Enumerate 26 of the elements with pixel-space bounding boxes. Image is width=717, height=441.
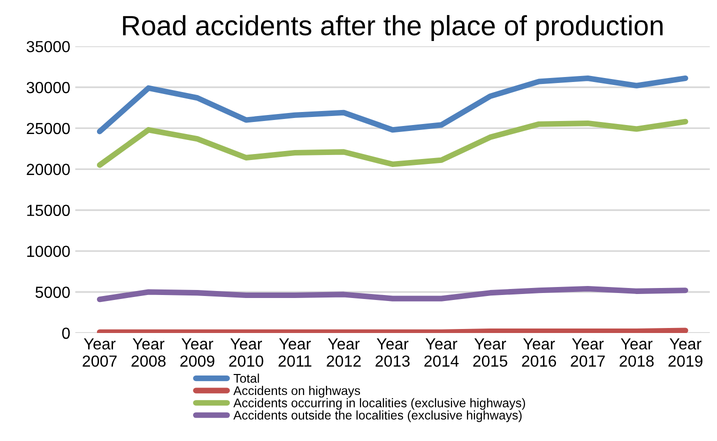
legend-label: Accidents on highways: [233, 386, 360, 398]
x-tick-label: Year 2018: [620, 338, 654, 367]
x-tick-label: Year 2008: [132, 338, 166, 367]
y-tick-label: 35000: [26, 40, 70, 52]
chart-title: Road accidents after the place of production: [123, 15, 663, 41]
x-tick-label: Year 2013: [376, 338, 410, 367]
y-tick-label: 0: [62, 328, 70, 339]
y-tick-label: 30000: [26, 82, 70, 94]
y-tick-label: 20000: [26, 164, 70, 176]
x-tick-label: Year 2012: [326, 338, 361, 367]
x-tick-label: Year 2015: [473, 338, 508, 367]
legend-label: Accidents occurring in localities (exclusive highways): [233, 398, 526, 410]
x-tick-label: Year 2014: [424, 338, 459, 367]
x-tick-label: Year 2011: [278, 338, 312, 367]
y-tick-label: 15000: [27, 204, 70, 216]
x-tick-label: Year 2016: [522, 338, 556, 367]
x-tick-label: Year 2019: [668, 338, 702, 367]
y-tick-label: 25000: [26, 122, 70, 134]
x-tick-label: Year 2017: [570, 338, 605, 367]
x-tick-label: Year 2007: [82, 338, 117, 367]
legend-label: Accidents outside the localities (exclusive highways): [233, 410, 522, 422]
y-tick-label: 10000: [27, 246, 70, 257]
x-tick-label: Year 2010: [229, 338, 264, 367]
x-tick-label: Year 2009: [180, 338, 214, 367]
legend-label: Total: [234, 374, 259, 383]
y-tick-label: 5000: [36, 286, 70, 298]
